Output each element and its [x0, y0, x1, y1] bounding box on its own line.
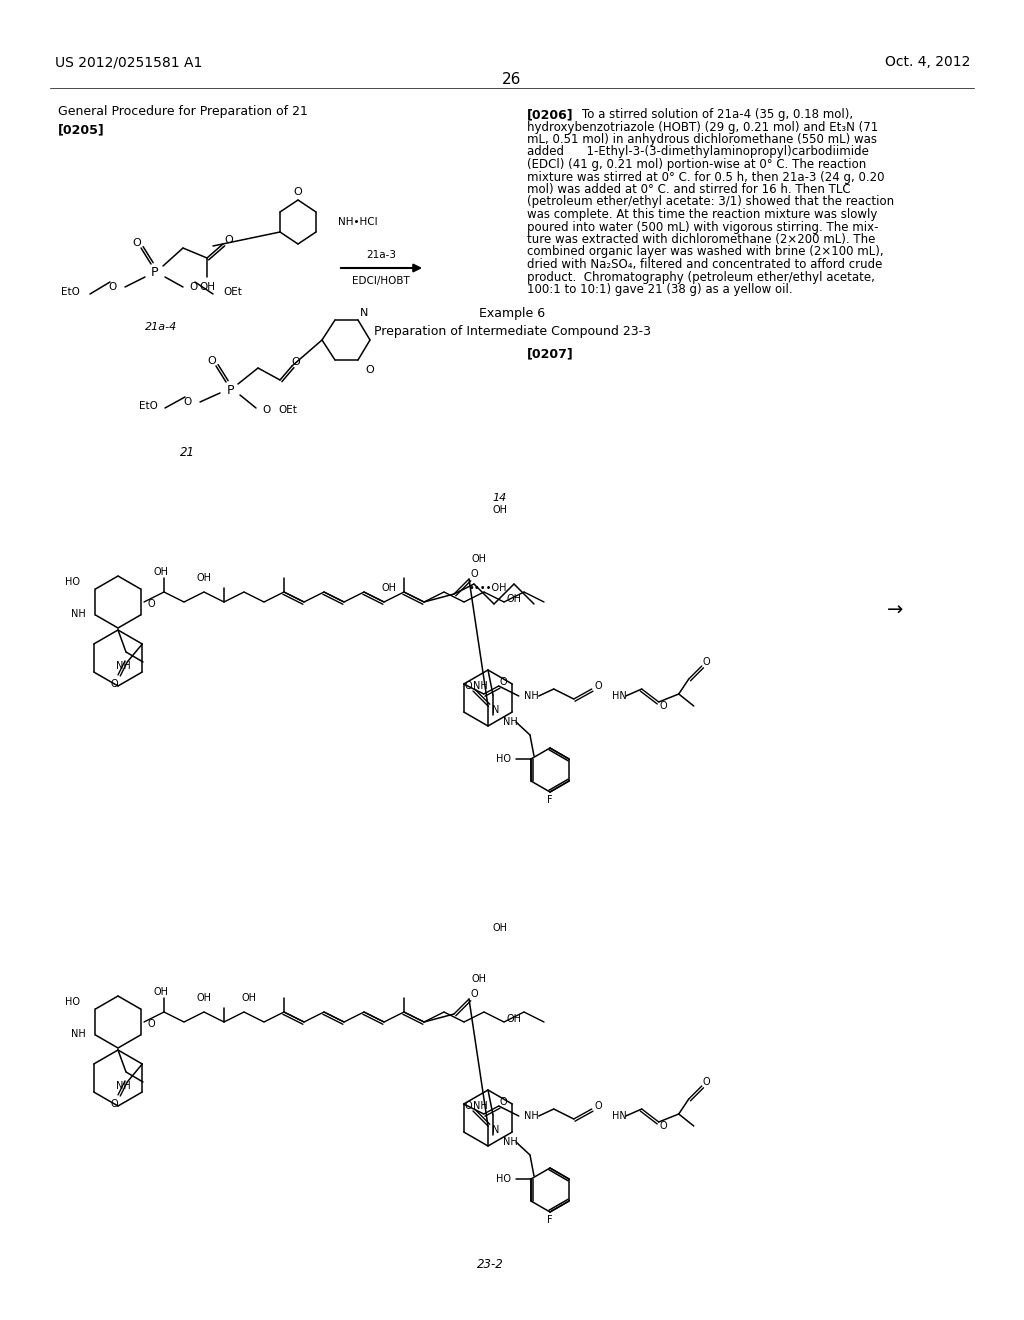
Text: NH: NH	[523, 1111, 539, 1121]
Text: Example 6: Example 6	[479, 308, 545, 321]
Text: O: O	[224, 235, 233, 246]
Text: US 2012/0251581 A1: US 2012/0251581 A1	[55, 55, 203, 69]
Text: NH: NH	[473, 1101, 487, 1111]
Text: O: O	[470, 569, 478, 579]
Text: OEt: OEt	[223, 286, 242, 297]
Text: O: O	[148, 599, 156, 609]
Text: NH: NH	[116, 1081, 130, 1092]
Text: O: O	[500, 677, 508, 686]
Text: N: N	[493, 1125, 500, 1135]
Text: OH: OH	[493, 506, 508, 515]
Text: OH: OH	[471, 974, 486, 983]
Text: O: O	[109, 282, 117, 292]
Text: NH: NH	[503, 717, 518, 727]
Text: F: F	[547, 1214, 553, 1225]
Text: O: O	[148, 1019, 156, 1030]
Text: N: N	[359, 308, 369, 318]
Text: ••••OH: ••••OH	[469, 583, 508, 593]
Text: N: N	[493, 705, 500, 715]
Text: NH•HCl: NH•HCl	[338, 216, 378, 227]
Text: O: O	[464, 681, 472, 690]
Text: mixture was stirred at 0° C. for 0.5 h, then 21a-3 (24 g, 0.20: mixture was stirred at 0° C. for 0.5 h, …	[527, 170, 885, 183]
Text: O: O	[208, 356, 216, 366]
Text: O: O	[595, 1101, 602, 1111]
Text: OH: OH	[471, 554, 486, 564]
Text: Preparation of Intermediate Compound 23-3: Preparation of Intermediate Compound 23-…	[374, 326, 650, 338]
Text: product.  Chromatography (petroleum ether/ethyl acetate,: product. Chromatography (petroleum ether…	[527, 271, 874, 284]
Text: HO: HO	[65, 997, 80, 1007]
Text: NH: NH	[503, 1137, 518, 1147]
Text: NH: NH	[72, 609, 86, 619]
Text: [0206]: [0206]	[527, 108, 573, 121]
Text: OH: OH	[197, 573, 212, 583]
Text: 23-2: 23-2	[476, 1258, 504, 1271]
Text: OH: OH	[507, 1014, 521, 1024]
Text: dried with Na₂SO₄, filtered and concentrated to afford crude: dried with Na₂SO₄, filtered and concentr…	[527, 257, 883, 271]
Text: OH: OH	[153, 987, 168, 997]
Text: NH: NH	[116, 661, 130, 671]
Text: O: O	[366, 366, 375, 375]
Text: 21a-3: 21a-3	[366, 249, 396, 260]
Text: P: P	[152, 265, 159, 279]
Text: O: O	[500, 1097, 508, 1107]
Text: EtO: EtO	[61, 286, 80, 297]
Text: OEt: OEt	[278, 405, 297, 414]
Text: O: O	[659, 1121, 668, 1131]
Text: OH: OH	[242, 993, 256, 1003]
Text: 21: 21	[180, 446, 195, 458]
Text: (EDCl) (41 g, 0.21 mol) portion-wise at 0° C. The reaction: (EDCl) (41 g, 0.21 mol) portion-wise at …	[527, 158, 866, 172]
Text: O: O	[183, 397, 193, 407]
Text: combined organic layer was washed with brine (2×100 mL),: combined organic layer was washed with b…	[527, 246, 884, 259]
Text: 14: 14	[493, 492, 507, 503]
Text: was complete. At this time the reaction mixture was slowly: was complete. At this time the reaction …	[527, 209, 878, 220]
Text: O: O	[464, 1101, 472, 1111]
Text: P: P	[226, 384, 233, 396]
Text: [0205]: [0205]	[58, 123, 104, 136]
Text: O: O	[111, 1100, 118, 1109]
Text: OH: OH	[199, 282, 215, 292]
Text: EtO: EtO	[139, 401, 158, 411]
Text: HO: HO	[65, 577, 80, 587]
Text: O: O	[111, 678, 118, 689]
Text: HN: HN	[611, 690, 627, 701]
Text: O: O	[659, 701, 668, 711]
Text: [0207]: [0207]	[527, 347, 573, 360]
Text: hydroxybenzotriazole (HOBT) (29 g, 0.21 mol) and Et₃N (71: hydroxybenzotriazole (HOBT) (29 g, 0.21 …	[527, 120, 879, 133]
Text: To a stirred solution of 21a-4 (35 g, 0.18 mol),: To a stirred solution of 21a-4 (35 g, 0.…	[582, 108, 853, 121]
Text: OH: OH	[493, 923, 508, 933]
Text: O: O	[470, 989, 478, 999]
Text: O: O	[133, 238, 141, 248]
Text: mol) was added at 0° C. and stirred for 16 h. Then TLC: mol) was added at 0° C. and stirred for …	[527, 183, 851, 195]
Text: HO: HO	[496, 754, 511, 764]
Text: Oct. 4, 2012: Oct. 4, 2012	[885, 55, 970, 69]
Text: mL, 0.51 mol) in anhydrous dichloromethane (550 mL) was: mL, 0.51 mol) in anhydrous dichlorometha…	[527, 133, 877, 147]
Text: →: →	[887, 601, 903, 619]
Text: O: O	[262, 405, 270, 414]
Text: ture was extracted with dichloromethane (2×200 mL). The: ture was extracted with dichloromethane …	[527, 234, 876, 246]
Text: O: O	[702, 657, 711, 667]
Text: O: O	[702, 1077, 711, 1086]
Text: O: O	[294, 187, 302, 197]
Text: NH: NH	[523, 690, 539, 701]
Text: EDCl/HOBT: EDCl/HOBT	[352, 276, 410, 286]
Text: 100:1 to 10:1) gave 21 (38 g) as a yellow oil.: 100:1 to 10:1) gave 21 (38 g) as a yello…	[527, 282, 793, 296]
Text: OH: OH	[197, 993, 212, 1003]
Text: HN: HN	[611, 1111, 627, 1121]
Text: 26: 26	[503, 73, 521, 87]
Text: NH: NH	[473, 681, 487, 690]
Text: O: O	[292, 356, 300, 367]
Text: (petroleum ether/ethyl acetate: 3/1) showed that the reaction: (petroleum ether/ethyl acetate: 3/1) sho…	[527, 195, 894, 209]
Text: OH: OH	[507, 594, 521, 605]
Text: General Procedure for Preparation of 21: General Procedure for Preparation of 21	[58, 106, 308, 117]
Text: F: F	[547, 795, 553, 805]
Text: added      1-Ethyl-3-(3-dimethylaminopropyl)carbodiimide: added 1-Ethyl-3-(3-dimethylaminopropyl)c…	[527, 145, 869, 158]
Text: NH: NH	[72, 1030, 86, 1039]
Text: HO: HO	[496, 1173, 511, 1184]
Text: O: O	[595, 681, 602, 690]
Text: O: O	[189, 282, 198, 292]
Text: OH: OH	[382, 583, 396, 593]
Text: 21a-4: 21a-4	[145, 322, 177, 333]
Text: OH: OH	[153, 568, 168, 577]
Text: poured into water (500 mL) with vigorous stirring. The mix-: poured into water (500 mL) with vigorous…	[527, 220, 879, 234]
